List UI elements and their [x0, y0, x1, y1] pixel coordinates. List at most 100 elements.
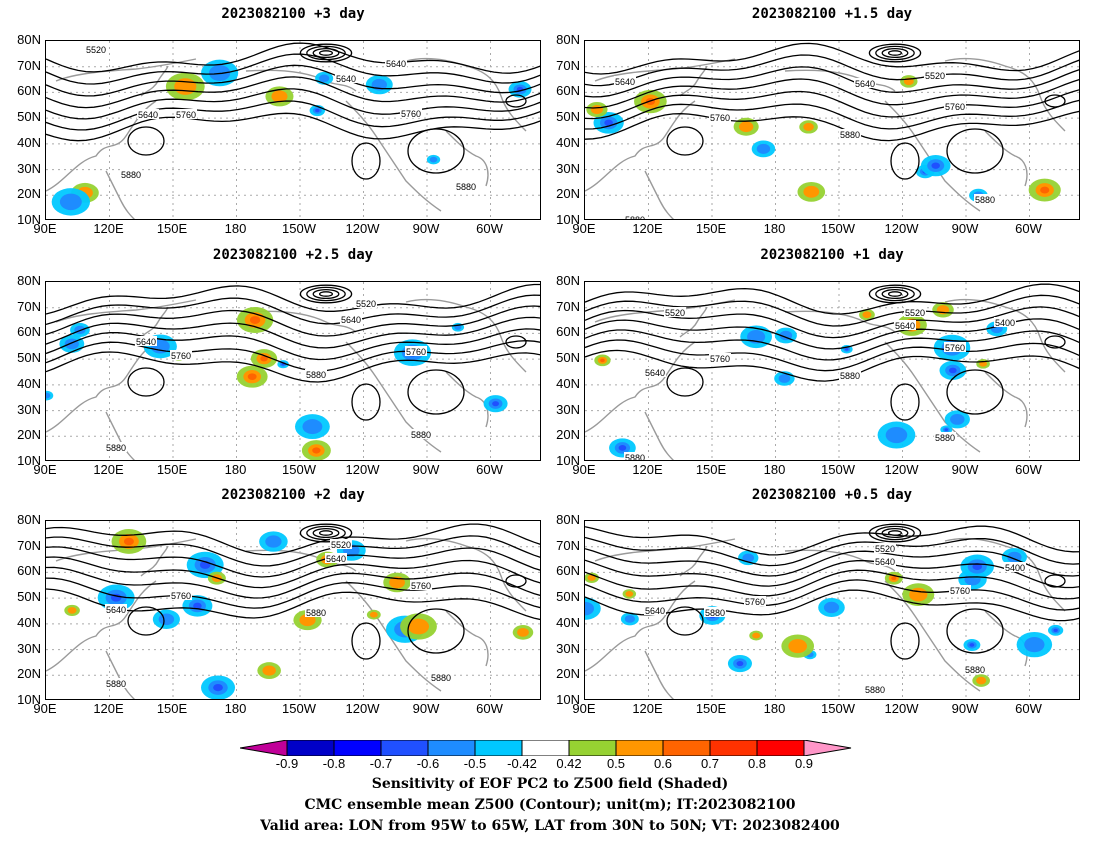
- map-frame: 5520 5640 5640 5760 5760 5880 5880 5880: [45, 281, 541, 461]
- colorbar-segment: [662, 740, 711, 756]
- lat-tick-label: 20N: [17, 427, 41, 443]
- lat-tick-label: 80N: [556, 273, 580, 288]
- lon-tick-label: 120E: [93, 701, 124, 716]
- lon-tick-label: 60W: [476, 462, 503, 477]
- panel-title: 2023082100 +1.5 day: [751, 6, 913, 22]
- lon-tick-label: 120W: [884, 701, 919, 716]
- colorbar-tick-label: 0.5: [606, 756, 626, 771]
- lon-tick-label: 150E: [695, 701, 727, 716]
- contour-label: 5640: [645, 368, 665, 378]
- lat-tick-label: 30N: [17, 160, 41, 176]
- contour-label: 5640: [875, 557, 895, 567]
- contour-label: 5760: [406, 347, 426, 357]
- map-canvas: 5640 5520 5640 5760 5760 5880 5880 5880: [585, 41, 1079, 220]
- map-canvas: 5520 5640 5640 5760 5760 5880 5880 5880: [46, 521, 540, 699]
- lat-tick-label: 40N: [556, 614, 580, 630]
- colorbar-tick-label: -0.5: [463, 756, 487, 771]
- lon-tick-label: 60W: [1015, 462, 1042, 477]
- contour-label: 5880: [411, 430, 431, 440]
- lat-tick-label: 70N: [556, 298, 580, 314]
- lat-tick-label: 50N: [556, 350, 580, 366]
- contour-label: 5760: [745, 597, 765, 607]
- lat-tick-label: 10N: [17, 453, 41, 468]
- lon-tick-label: 150W: [821, 462, 855, 477]
- z500-contours: [585, 42, 1079, 180]
- contour-label: 5880: [456, 182, 476, 192]
- lon-tick-label: 90E: [33, 221, 57, 236]
- lat-tick-label: 40N: [17, 134, 41, 150]
- contour-label: 5880: [121, 170, 141, 180]
- contour-label: 5760: [171, 591, 191, 601]
- lat-tick-label: 30N: [17, 401, 41, 417]
- caption-line-2: CMC ensemble mean Z500 (Contour); unit(m…: [304, 797, 796, 813]
- map-canvas: 5520 5640 5640 5640 5760 5760 5880 5880: [46, 41, 540, 219]
- lon-tick-label: 180: [763, 462, 786, 477]
- contour-label: 5760: [710, 354, 730, 364]
- panel-title: 2023082100 +3 day: [221, 6, 365, 22]
- lat-tick-label: 10N: [17, 212, 41, 227]
- lat-tick-label: 60N: [556, 83, 580, 99]
- contour-label: 5760: [176, 110, 196, 120]
- coastlines: [46, 298, 527, 460]
- colorbar-tick-label: 0.8: [747, 756, 767, 771]
- colorbar-segment: [709, 740, 758, 756]
- lon-tick-label: 150E: [695, 221, 727, 236]
- lat-tick-label: 10N: [556, 212, 580, 227]
- contour-label: 5640: [895, 321, 915, 331]
- lon-tick-label: 120W: [884, 462, 919, 477]
- lon-tick-label: 120W: [884, 221, 919, 236]
- contour-label: 5520: [905, 308, 925, 318]
- colorbar-tick-label: 0.42: [556, 756, 582, 771]
- colorbar-tick-label: 0.7: [700, 756, 720, 771]
- colorbar: -0.9 -0.8 -0.7 -0.6 -0.5 -0.42 0.42 0.5 0.6 0.7 0.…: [240, 740, 860, 771]
- contour-label: 5640: [106, 605, 126, 615]
- panel-title: 2023082100 +2 day: [221, 487, 365, 503]
- contour-label: 5520: [665, 308, 685, 318]
- map-frame: 5520 5640 5640 5880 5760 5760 5880 5880 5400: [584, 520, 1080, 700]
- contour-label: 5760: [945, 102, 965, 112]
- colorbar-tick-label: -0.8: [322, 756, 346, 771]
- lon-tick-label: 90W: [412, 462, 440, 477]
- lat-tick-label: 30N: [17, 640, 41, 656]
- z500-contours: [46, 523, 540, 660]
- colorbar-tick-label: -0.7: [369, 756, 393, 771]
- contour-label: 5880: [975, 195, 995, 205]
- colorbar-segment: [380, 740, 429, 756]
- contour-label: 5760: [710, 113, 730, 123]
- panel-title: 2023082100 +0.5 day: [751, 487, 913, 503]
- map-frame: 5520 5520 5640 5640 5760 5760 5880 5880 5880 5400: [584, 281, 1080, 461]
- contour-label: 5880: [865, 685, 885, 695]
- contour-label: 5520: [925, 71, 945, 81]
- lat-tick-label: 60N: [17, 324, 41, 340]
- lat-tick-label: 60N: [556, 324, 580, 340]
- contour-label: 5640: [855, 79, 875, 89]
- lat-tick-label: 20N: [556, 666, 580, 682]
- lon-tick-label: 90E: [572, 462, 596, 477]
- lat-tick-label: 70N: [17, 57, 41, 73]
- lon-tick-label: 150E: [695, 462, 727, 477]
- colorbar-tick-label: -0.42: [507, 756, 537, 771]
- lat-tick-label: 70N: [556, 57, 580, 73]
- colorbar-segment: [333, 740, 382, 756]
- colorbar-segment: [240, 740, 288, 756]
- contour-label: 5880: [625, 215, 645, 220]
- lat-tick-label: 60N: [556, 563, 580, 579]
- lon-tick-label: 150W: [282, 701, 316, 716]
- lon-tick-label: 150W: [282, 221, 316, 236]
- sensitivity-shading: [64, 529, 534, 699]
- contour-label: 5880: [106, 443, 126, 453]
- lat-tick-label: 60N: [17, 563, 41, 579]
- map-canvas: 5520 5520 5640 5640 5760 5760 5880 5880 5880 5400: [585, 282, 1079, 460]
- contour-label: 5880: [840, 371, 860, 381]
- lon-tick-label: 120W: [345, 701, 380, 716]
- lat-tick-label: 40N: [556, 375, 580, 391]
- lon-tick-label: 90W: [951, 462, 979, 477]
- contour-label: 5640: [136, 337, 156, 347]
- contour-label: 5760: [945, 343, 965, 353]
- contour-label: 5640: [326, 554, 346, 564]
- lat-tick-label: 70N: [556, 537, 580, 553]
- lon-tick-label: 120E: [93, 462, 124, 477]
- lon-tick-label: 90E: [572, 701, 596, 716]
- colorbar-segment: [568, 740, 617, 756]
- lat-tick-label: 50N: [556, 589, 580, 605]
